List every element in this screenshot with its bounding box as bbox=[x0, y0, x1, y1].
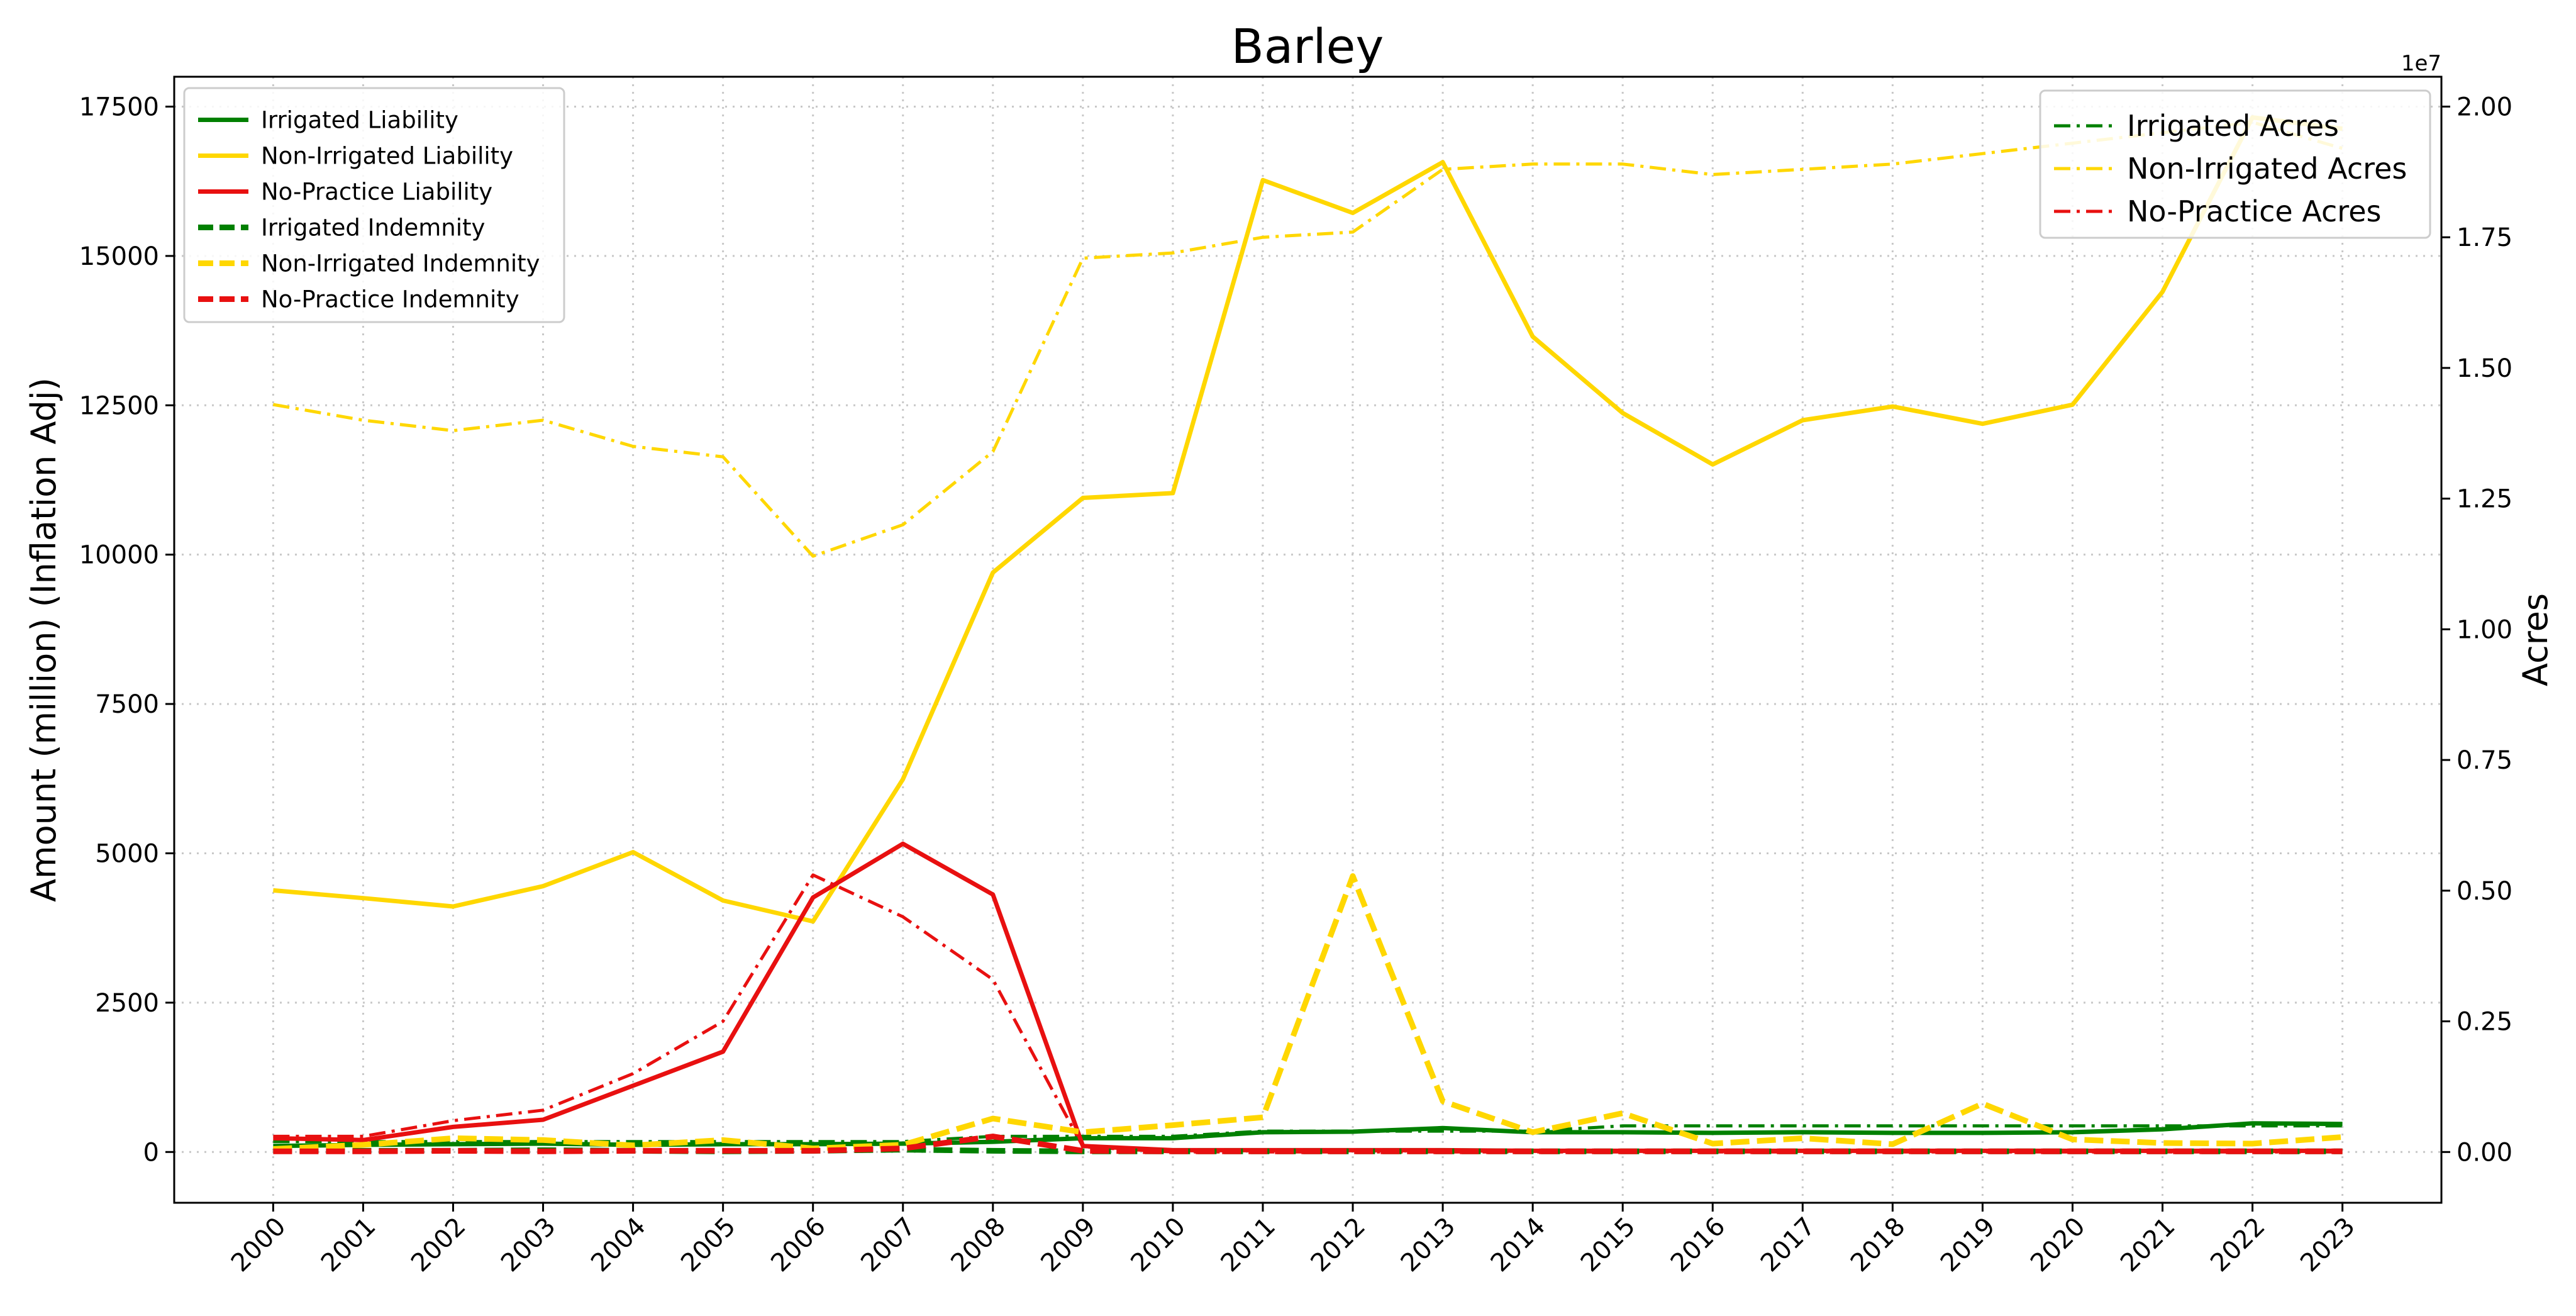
legend-label: No-Practice Acres bbox=[2127, 194, 2381, 228]
legend-label: Irrigated Acres bbox=[2127, 109, 2339, 143]
y-tick-label-left: 15000 bbox=[79, 242, 159, 271]
y-tick-label-left: 7500 bbox=[95, 690, 159, 719]
x-tick-label: 2003 bbox=[496, 1212, 562, 1278]
y-tick-label-left: 0 bbox=[143, 1138, 159, 1167]
right-axis-multiplier: 1e7 bbox=[2401, 51, 2441, 76]
y-axis-label-right: Acres bbox=[2516, 593, 2555, 686]
legend-label: Non-Irrigated Liability bbox=[261, 142, 513, 169]
x-tick-label: 2014 bbox=[1485, 1212, 1552, 1278]
x-tick-label: 2019 bbox=[1935, 1212, 2001, 1278]
series-line-irrigated-liability bbox=[273, 1121, 2343, 1149]
legend-label: Non-Irrigated Indemnity bbox=[261, 250, 540, 277]
y-tick-label-right: 1.00 bbox=[2457, 615, 2512, 644]
series-line-non-irrigated-acres bbox=[272, 120, 2343, 558]
legend-label: No-Practice Liability bbox=[261, 178, 492, 205]
series-lines bbox=[272, 115, 2343, 1154]
x-tick-label: 2012 bbox=[1306, 1212, 1372, 1278]
x-tick-label: 2020 bbox=[2025, 1212, 2091, 1278]
legend-label: Irrigated Indemnity bbox=[261, 214, 485, 241]
y-tick-label-left: 12500 bbox=[79, 391, 159, 420]
legend-right: Irrigated Acres Non-Irrigated Acres No-Pra… bbox=[2039, 89, 2431, 239]
series-line-non-irrigated-indemnity bbox=[273, 873, 2343, 1152]
x-tick-label: 2013 bbox=[1396, 1212, 1462, 1278]
x-tick-label: 2011 bbox=[1216, 1212, 1282, 1278]
y-tick-label-right: 0.75 bbox=[2457, 746, 2512, 775]
x-tick-label: 2015 bbox=[1575, 1212, 1641, 1278]
y-axis-label-left: Amount (million) (Inflation Adj) bbox=[24, 377, 64, 902]
x-tick-label: 2022 bbox=[2205, 1212, 2271, 1278]
chart-title: Barley bbox=[1231, 18, 1384, 74]
x-tick-label: 2009 bbox=[1035, 1212, 1101, 1278]
y-tick-label-right: 1.25 bbox=[2457, 485, 2512, 514]
series-line-non-irrigated-liability bbox=[273, 115, 2343, 924]
legend-label: Non-Irrigated Acres bbox=[2127, 152, 2407, 186]
series-line-no-practice-indemnity bbox=[273, 1134, 2343, 1154]
legend-label: No-Practice Indemnity bbox=[261, 286, 519, 313]
legend-box bbox=[183, 87, 565, 323]
x-tick-label: 2008 bbox=[945, 1212, 1011, 1278]
x-tick-label: 2017 bbox=[1755, 1212, 1821, 1278]
x-tick-label: 2005 bbox=[675, 1212, 741, 1278]
x-tick-label: 2002 bbox=[406, 1212, 472, 1278]
x-tick-label: 2010 bbox=[1125, 1212, 1191, 1278]
y-tick-label-left: 2500 bbox=[95, 989, 159, 1018]
x-tick-label: 2006 bbox=[765, 1212, 831, 1278]
series-line-no-practice-acres bbox=[273, 873, 2343, 1154]
y-tick-label-right: 0.25 bbox=[2457, 1008, 2512, 1037]
y-tick-label-right: 2.00 bbox=[2457, 92, 2512, 121]
y-tick-label-left: 5000 bbox=[95, 839, 159, 868]
y-tick-label-left: 10000 bbox=[79, 541, 159, 570]
legend-label: Irrigated Liability bbox=[261, 106, 458, 133]
x-tick-label: 2023 bbox=[2295, 1212, 2361, 1278]
x-tick-label: 2016 bbox=[1665, 1212, 1731, 1278]
x-tick-label: 2000 bbox=[226, 1212, 292, 1278]
x-tick-label: 2021 bbox=[2115, 1212, 2181, 1278]
x-tick-label: 2001 bbox=[316, 1212, 382, 1278]
y-tick-label-right: 0.00 bbox=[2457, 1138, 2512, 1167]
y-tick-label-left: 17500 bbox=[79, 92, 159, 121]
plot-frame bbox=[173, 75, 2443, 1204]
x-tick-label: 2018 bbox=[1845, 1212, 1911, 1278]
y-tick-label-right: 1.50 bbox=[2457, 354, 2512, 383]
legend-box bbox=[2039, 89, 2431, 239]
x-tick-label: 2004 bbox=[586, 1212, 652, 1278]
x-tick-label: 2007 bbox=[855, 1212, 921, 1278]
legend-left: Irrigated Liability Non-Irrigated Liabili… bbox=[183, 87, 565, 323]
y-tick-label-right: 1.75 bbox=[2457, 223, 2512, 252]
y-tick-label-right: 0.50 bbox=[2457, 877, 2512, 906]
